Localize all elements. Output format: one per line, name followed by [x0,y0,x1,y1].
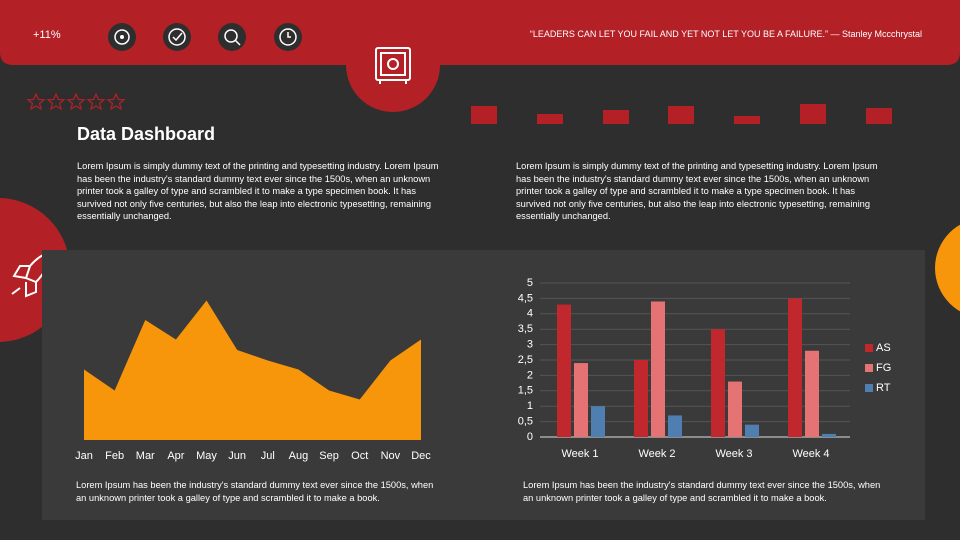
header-stat: +11% [33,29,61,41]
x-tick-label: Oct [351,450,368,462]
legend-label: FG [876,362,891,374]
legend-label: AS [876,342,891,354]
legend-swatch [865,384,873,392]
x-tick-label: Dec [411,450,431,462]
rating-stars [26,92,125,111]
right-badge [935,224,960,312]
caption: Lorem Ipsum has been the industry's stan… [523,480,881,503]
y-tick-label: 2 [527,369,533,381]
bar [805,350,819,437]
x-tick-label: Nov [381,450,401,462]
y-tick-label: 3 [527,339,533,351]
bar [651,301,665,437]
x-tick-label: Jan [75,450,93,462]
bar [591,406,605,437]
area [84,300,421,440]
bar [711,329,725,437]
y-tick-label: 1,5 [518,385,533,397]
bar [634,360,648,437]
x-tick-label: Jun [228,450,246,462]
y-tick-label: 0 [527,431,533,443]
x-tick-label: Week 1 [561,448,598,460]
legend-label: RT [876,382,891,394]
page-title: Data Dashboard [77,124,216,144]
x-tick-label: Feb [105,450,124,462]
bar [822,433,836,437]
x-tick-label: Week 2 [638,448,675,460]
y-tick-label: 4 [527,308,533,320]
x-tick-label: Week 3 [715,448,752,460]
bar [788,298,802,437]
x-tick-label: Aug [289,450,309,462]
bar [728,381,742,437]
bar [574,363,588,437]
x-tick-label: Apr [167,450,184,462]
x-tick-label: Week 4 [792,448,829,460]
bar [668,415,682,437]
legend-swatch [865,364,873,372]
bar [557,304,571,437]
header-quote: “LEADERS CAN LET YOU FAIL AND YET NOT LE… [529,29,922,39]
x-tick-label: Mar [136,450,155,462]
paragraph: Lorem Ipsum is simply dummy text of the … [516,161,878,221]
legend-swatch [865,344,873,352]
x-tick-label: Sep [319,450,339,462]
y-tick-label: 2,5 [518,354,533,366]
decor-bars [471,104,892,124]
top-bar [0,0,960,65]
header-icons [108,23,302,51]
x-tick-label: Jul [261,450,275,462]
y-tick-label: 1 [527,400,533,412]
y-tick-label: 3,5 [518,323,533,335]
y-tick-label: 5 [527,277,533,289]
center-badge [346,18,440,112]
bar [745,424,759,437]
y-tick-label: 4,5 [518,292,533,304]
x-tick-label: May [196,450,217,462]
safe-icon [375,47,411,84]
y-tick-label: 0,5 [518,416,533,428]
caption: Lorem Ipsum has been the industry's stan… [76,480,434,503]
paragraph: Lorem Ipsum is simply dummy text of the … [77,161,439,221]
